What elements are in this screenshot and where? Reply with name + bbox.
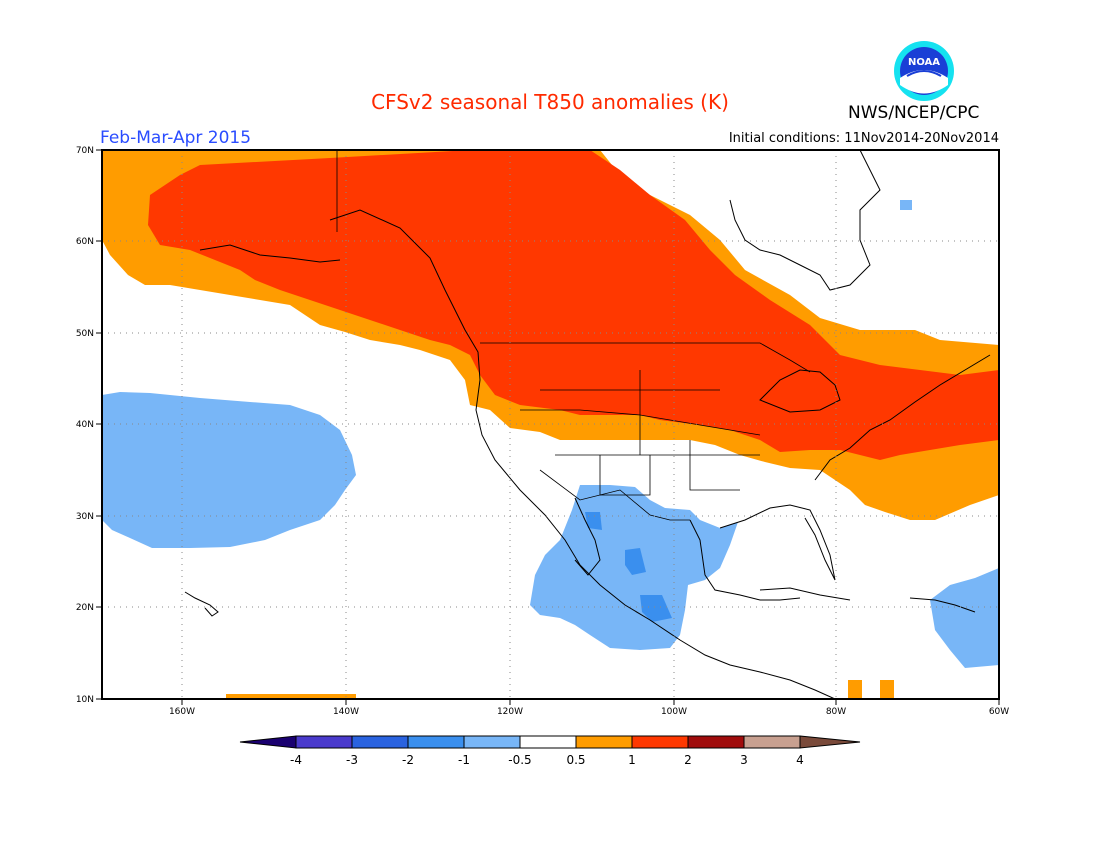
lat-label-20n: 20N: [76, 603, 94, 613]
agency-label: NWS/NCEP/CPC: [848, 103, 980, 123]
colorbar-seg-8: [687, 735, 745, 749]
longitude-labels: 160W 140W 120W 100W 80W 60W: [169, 707, 1009, 717]
cool-anomaly-patch-labrador: [900, 200, 912, 210]
map-title-text: CFSv2 seasonal T850 anomalies (K): [371, 90, 729, 114]
colorbar-label-5: 0.5: [566, 753, 585, 767]
latitude-labels: 70N 60N 50N 40N 30N 20N 10N: [76, 146, 94, 705]
colorbar-label-4: -0.5: [508, 753, 531, 767]
forecast-period: Feb-Mar-Apr 2015: [100, 128, 252, 148]
colorbar-label-2: -2: [402, 753, 414, 767]
lon-label-160w: 160W: [169, 707, 195, 717]
cool-anomaly-spot-3: [640, 595, 672, 622]
colorbar-label-3: -1: [458, 753, 470, 767]
colorbar-label-9: 4: [796, 753, 804, 767]
noaa-logo-icon: NOAA: [894, 41, 954, 101]
warm-anomaly-patch-south-2: [880, 680, 894, 699]
cool-anomaly-spot-1: [585, 512, 602, 530]
warm-anomaly-region-red: [148, 150, 999, 460]
lat-label-70n: 70N: [76, 146, 94, 156]
political-boundaries: [336, 150, 811, 521]
lon-label-120w: 120W: [497, 707, 523, 717]
initial-conditions: Initial conditions: 11Nov2014-20Nov2014: [728, 131, 999, 146]
map-title: CFSv2 seasonal T850 anomalies (K): [0, 90, 1100, 114]
colorbar-seg-6: [575, 735, 633, 749]
cool-anomaly-region-caribbean: [930, 568, 999, 668]
colorbar-label-0: -4: [290, 753, 302, 767]
lat-label-40n: 40N: [76, 420, 94, 430]
colorbar-seg-1: [295, 735, 353, 749]
colorbar-label-7: 2: [684, 753, 692, 767]
colorbar-label-1: -3: [346, 753, 358, 767]
colorbar-seg-9: [743, 735, 801, 749]
colorbar: [239, 735, 861, 749]
axis-ticks: [96, 149, 1000, 705]
colorbar-seg-0: [239, 735, 297, 749]
warm-anomaly-strip-pacific: [226, 694, 356, 699]
colorbar-seg-7: [631, 735, 689, 749]
colorbar-label-8: 3: [740, 753, 748, 767]
colorbar-seg-10: [799, 735, 861, 749]
lat-label-60n: 60N: [76, 237, 94, 247]
lat-label-30n: 30N: [76, 512, 94, 522]
warm-anomaly-patch-south-1: [848, 680, 862, 699]
colorbar-seg-5: [519, 735, 577, 749]
colorbar-seg-4: [463, 735, 521, 749]
colorbar-label-6: 1: [628, 753, 636, 767]
colorbar-labels: -4 -3 -2 -1 -0.5 0.5 1 2 3 4: [290, 753, 804, 767]
cool-anomaly-region-pacific: [102, 392, 356, 548]
lon-label-100w: 100W: [661, 707, 687, 717]
lon-label-140w: 140W: [333, 707, 359, 717]
coastlines: [184, 150, 991, 699]
lon-label-80w: 80W: [826, 707, 846, 717]
lat-label-10n: 10N: [76, 695, 94, 705]
anomaly-field: [102, 150, 999, 699]
lon-label-60w: 60W: [989, 707, 1009, 717]
cool-anomaly-spot-2: [625, 548, 646, 575]
colorbar-seg-2: [351, 735, 409, 749]
noaa-logo-text: NOAA: [908, 57, 940, 68]
colorbar-seg-3: [407, 735, 465, 749]
lat-label-50n: 50N: [76, 329, 94, 339]
